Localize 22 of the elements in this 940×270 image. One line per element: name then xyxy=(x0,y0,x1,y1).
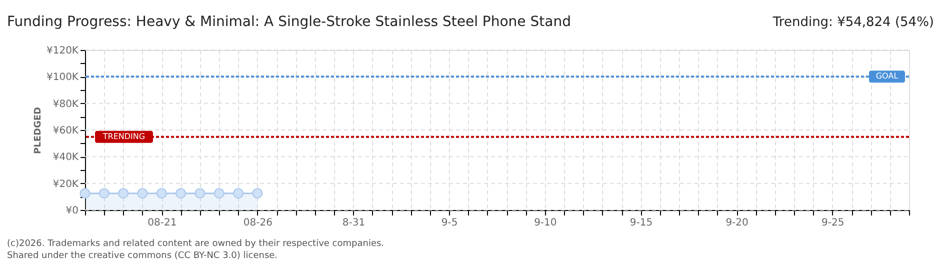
y-tick-label: ¥60K xyxy=(52,126,79,136)
y-axis-title: PLEDGED xyxy=(33,107,44,154)
ref-line-label: GOAL xyxy=(876,72,899,81)
ref-line-label: TRENDING xyxy=(102,132,146,141)
x-tick-label: 08-21 xyxy=(148,218,177,228)
x-tick-label: 08-26 xyxy=(243,218,272,228)
y-tick-label: ¥120K xyxy=(46,46,79,56)
x-tick-label: 9-25 xyxy=(821,218,844,228)
x-tick-label: 8-31 xyxy=(342,218,366,228)
y-tick-label: ¥0 xyxy=(66,206,78,216)
y-tick-label: ¥100K xyxy=(46,72,79,84)
chart-subtitle: Trending: ¥54,824 (54%) xyxy=(772,15,934,30)
text: Shared under the creative commons (CC BY-NC 3.0) license. xyxy=(7,251,278,261)
x-tick-label: 9-5 xyxy=(441,218,458,228)
y-tick-label: ¥80K xyxy=(52,98,79,110)
y-tick-label: ¥40K xyxy=(52,152,79,164)
x-tick-label: 9-15 xyxy=(630,218,653,228)
chart-title: Funding Progress: Heavy & Minimal: A Single-Stroke Stainless Steel Phone Stand xyxy=(7,14,571,30)
text: (c)2026. Trademarks and related content are owned by their respective companies. xyxy=(7,239,384,249)
y-tick-label: ¥20K xyxy=(52,178,79,190)
x-tick-label: 9-10 xyxy=(534,218,557,228)
x-tick-label: 9-20 xyxy=(726,218,748,228)
